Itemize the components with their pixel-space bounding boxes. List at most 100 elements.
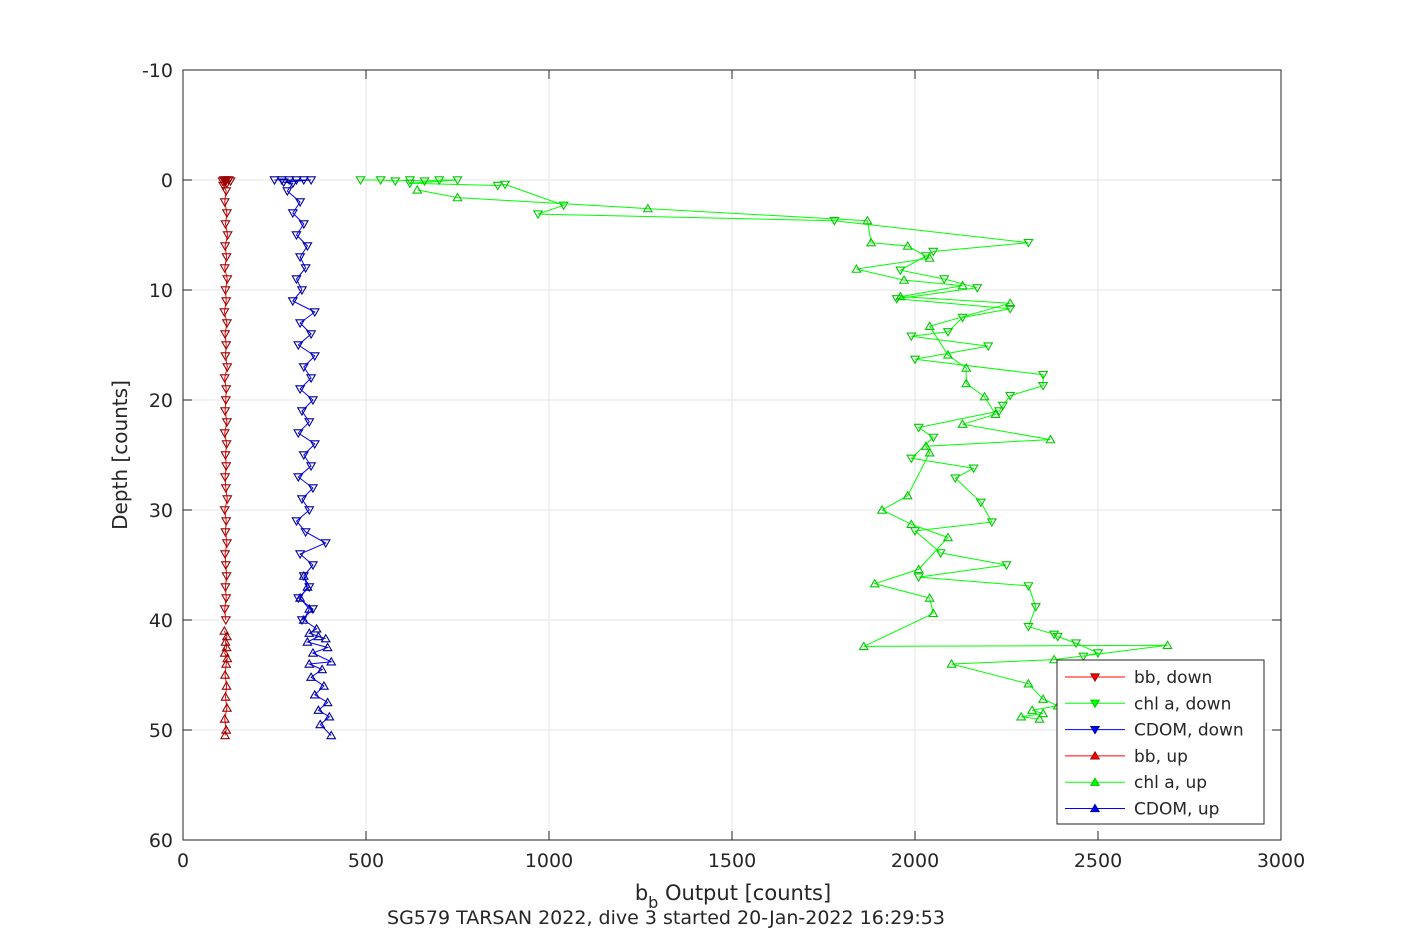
- data-point: [221, 594, 232, 604]
- legend-marker: [1089, 777, 1101, 786]
- legend-entry: bb, up: [1065, 747, 1188, 767]
- y-tick-label: 50: [149, 720, 173, 742]
- data-point: [219, 625, 230, 635]
- data-point: [287, 297, 298, 307]
- y-tick-label: -10: [142, 60, 173, 82]
- y-tick-label: 20: [149, 390, 173, 412]
- series-1: [355, 176, 1104, 662]
- y-tick-label: 40: [149, 610, 173, 632]
- x-tick-label: 1000: [525, 850, 573, 872]
- x-tick-label: 2500: [1074, 850, 1122, 872]
- legend-label: bb, down: [1134, 668, 1212, 688]
- data-point: [305, 672, 317, 681]
- series-3: [219, 625, 233, 740]
- data-point: [219, 374, 230, 384]
- data-point: [291, 517, 302, 527]
- data-point: [1023, 622, 1034, 632]
- y-tick-label: 60: [149, 830, 173, 852]
- data-point: [221, 187, 232, 197]
- legend-marker: [1089, 725, 1101, 735]
- data-point: [221, 572, 232, 582]
- data-point: [913, 573, 924, 583]
- x-axis-label-sub: b: [648, 893, 658, 912]
- data-point: [217, 177, 228, 187]
- data-point: [282, 187, 293, 197]
- data-point: [434, 176, 445, 186]
- data-point: [309, 689, 320, 699]
- data-point: [222, 653, 233, 663]
- data-point: [322, 642, 333, 652]
- data-point: [950, 474, 961, 484]
- data-point: [909, 355, 921, 365]
- data-point: [1037, 694, 1049, 703]
- data-point: [558, 201, 569, 211]
- data-point: [221, 297, 232, 307]
- data-point: [219, 473, 231, 483]
- data-point: [304, 658, 315, 668]
- data-point: [269, 176, 280, 186]
- data-point: [221, 385, 232, 395]
- data-point: [322, 697, 333, 707]
- legend-marker: [1089, 699, 1101, 709]
- data-point: [309, 352, 320, 362]
- data-point: [375, 176, 386, 186]
- data-point: [452, 192, 463, 202]
- data-point: [305, 462, 317, 472]
- data-point: [291, 275, 302, 285]
- data-point: [219, 550, 231, 560]
- data-point: [219, 669, 231, 679]
- data-point: [300, 264, 311, 274]
- x-tick-label: 0: [177, 850, 189, 872]
- data-point: [222, 495, 233, 505]
- data-point: [1045, 434, 1056, 444]
- data-point: [862, 215, 873, 225]
- data-point: [225, 177, 236, 187]
- data-point: [419, 177, 430, 187]
- data-point: [961, 363, 972, 372]
- data-point: [221, 418, 233, 428]
- data-point: [219, 242, 231, 252]
- data-point: [307, 396, 319, 406]
- data-point: [1001, 561, 1012, 571]
- data-point: [298, 220, 309, 230]
- data-point: [902, 490, 913, 500]
- data-point: [221, 462, 232, 472]
- data-point: [221, 724, 232, 734]
- data-point: [355, 176, 366, 186]
- data-point: [390, 177, 401, 187]
- data-point: [986, 518, 998, 528]
- data-point: [326, 656, 337, 666]
- x-tick-label: 1500: [708, 850, 756, 872]
- data-point: [829, 217, 840, 226]
- data-point: [219, 429, 230, 439]
- data-point: [287, 209, 298, 219]
- data-point: [315, 719, 326, 729]
- data-point: [869, 578, 880, 588]
- series-layer: [217, 176, 1173, 740]
- series-line: [299, 575, 334, 736]
- legend-entry: chl a, up: [1065, 773, 1207, 793]
- data-point: [221, 517, 232, 527]
- series-line: [417, 189, 1168, 720]
- data-point: [220, 616, 231, 626]
- data-point: [221, 539, 233, 549]
- y-tick-label: 0: [161, 170, 173, 192]
- data-point: [935, 549, 946, 558]
- series-0: [217, 176, 236, 626]
- data-point: [983, 342, 994, 352]
- data-point: [305, 330, 317, 340]
- data-point: [906, 332, 917, 342]
- data-point: [924, 447, 935, 457]
- data-point: [920, 441, 932, 450]
- data-point: [1034, 713, 1045, 723]
- data-point: [946, 658, 957, 668]
- data-point: [219, 506, 230, 516]
- data-point: [997, 401, 1009, 411]
- data-point: [316, 664, 328, 674]
- data-point: [219, 605, 230, 615]
- series-line: [223, 630, 228, 736]
- data-point: [220, 352, 231, 362]
- data-point: [452, 176, 463, 186]
- data-point: [492, 181, 503, 191]
- data-point: [1023, 678, 1034, 688]
